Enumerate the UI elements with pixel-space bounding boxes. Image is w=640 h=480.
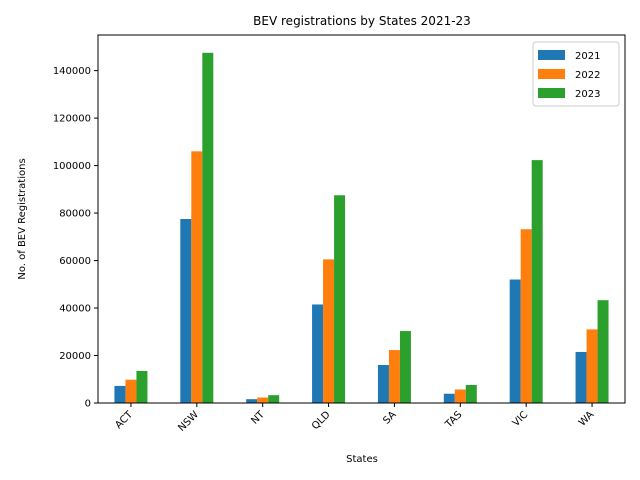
- y-tick-label: 20000: [59, 351, 91, 362]
- bar-qld-2022: [323, 259, 335, 403]
- y-tick-label: 120000: [53, 114, 91, 125]
- bar-tas-2022: [454, 389, 466, 403]
- bar-wa-2021: [575, 351, 587, 403]
- legend-label-2022: 2022: [575, 70, 600, 81]
- bar-tas-2021: [443, 393, 455, 403]
- bars-group: [114, 52, 609, 404]
- y-tick-label: 80000: [59, 209, 91, 220]
- bar-wa-2022: [586, 329, 598, 403]
- bar-sa-2021: [377, 365, 389, 403]
- bar-vic-2021: [509, 279, 521, 403]
- y-axis-label: No. of BEV Registrations: [17, 158, 28, 279]
- y-tick-label: 140000: [53, 66, 91, 77]
- bar-act-2023: [136, 370, 148, 403]
- chart-title: BEV registrations by States 2021-23: [253, 14, 471, 28]
- legend: 2021 2022 2023: [532, 41, 620, 107]
- legend-swatch-2022: [538, 69, 565, 79]
- bar-act-2022: [125, 379, 137, 403]
- bar-vic-2023: [531, 160, 543, 403]
- bar-act-2021: [114, 385, 126, 403]
- legend-label-2023: 2023: [575, 89, 600, 100]
- y-tick-label: 0: [85, 399, 91, 410]
- y-tick-label: 100000: [53, 161, 91, 172]
- legend-swatch-2023: [538, 88, 565, 98]
- bar-nt-2023: [268, 395, 280, 403]
- bar-qld-2021: [312, 304, 324, 403]
- bar-nsw-2023: [202, 52, 214, 404]
- x-axis-label: States: [346, 454, 378, 465]
- bar-sa-2023: [399, 331, 411, 403]
- bar-nsw-2021: [180, 219, 192, 403]
- bar-nsw-2022: [191, 151, 203, 403]
- bar-wa-2023: [597, 300, 609, 403]
- y-tick-label: 40000: [59, 304, 91, 315]
- bar-nt-2021: [246, 399, 258, 403]
- legend-label-2021: 2021: [575, 51, 600, 62]
- bar-qld-2023: [334, 195, 346, 403]
- plot-frame: [97, 34, 626, 404]
- y-axis-ticks: 0 20000 40000 60000 80000 100000 120000 140000: [53, 66, 98, 410]
- bar-sa-2022: [388, 350, 400, 403]
- bar-vic-2022: [520, 229, 532, 403]
- bar-nt-2022: [257, 397, 269, 403]
- y-tick-label: 60000: [59, 256, 91, 267]
- legend-swatch-2021: [538, 50, 565, 60]
- bar-tas-2023: [465, 384, 477, 403]
